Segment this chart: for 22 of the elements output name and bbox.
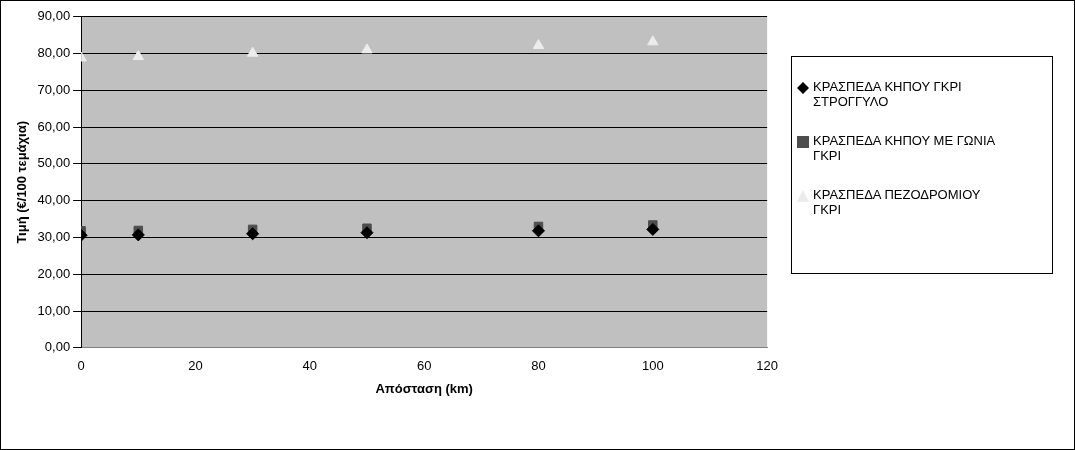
y-tick-label: 0,00	[44, 339, 71, 355]
y-axis-title: Τιμή (€/100 τεμάχια)	[14, 120, 30, 244]
legend-label: ΚΡΑΣΠΕΔΑ ΠΕΖΟΔΡΟΜΙΟΥ ΓΚΡΙ	[813, 187, 982, 217]
x-tick-label: 20	[188, 358, 203, 374]
x-tick-label: 60	[416, 358, 432, 374]
legend-label: ΚΡΑΣΠΕΔΑ ΚΗΠΟΥ ΓΚΡΙ ΣΤΡΟΓΓΥΛΟ	[813, 79, 963, 109]
x-tick-label: 100	[641, 358, 664, 374]
x-tick-label: 80	[531, 358, 546, 374]
y-tick-label: 50,00	[37, 155, 71, 171]
x-tick-label: 0	[77, 358, 85, 374]
y-tick-label: 20,00	[37, 265, 71, 281]
y-tick-label: 80,00	[37, 45, 71, 61]
x-axis-title: Απόσταση (km)	[375, 380, 473, 396]
y-tick-label: 60,00	[37, 118, 71, 134]
y-tick-label: 40,00	[37, 192, 71, 208]
y-tick-label: 90,00	[37, 8, 71, 24]
y-tick-label: 30,00	[37, 229, 71, 245]
y-tick-label: 70,00	[37, 81, 71, 97]
legend-label: ΚΡΑΣΠΕΔΑ ΚΗΠΟΥ ΜΕ ΓΩΝΙΑ ΓΚΡΙ	[813, 133, 996, 163]
x-tick-label: 40	[302, 358, 318, 374]
x-tick-label: 120	[756, 358, 779, 374]
y-tick-label: 10,00	[37, 302, 71, 318]
